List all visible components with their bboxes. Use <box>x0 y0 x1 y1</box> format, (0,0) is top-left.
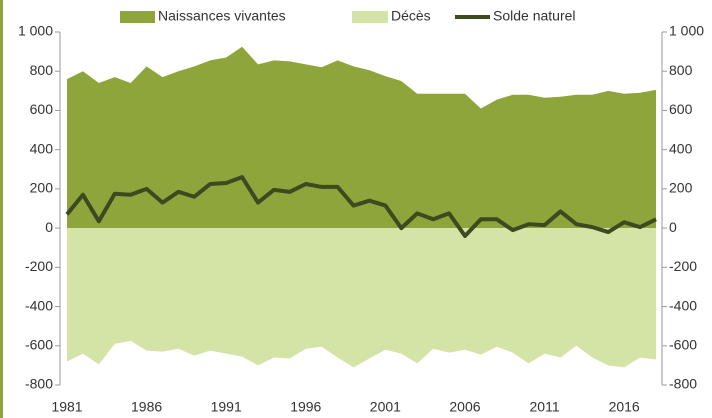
y-tick-label: 400 <box>30 140 54 156</box>
legend-swatch <box>120 11 155 23</box>
y-tick-label: -400 <box>25 297 53 313</box>
legend-label: Solde naturel <box>493 8 576 24</box>
area <box>67 228 656 368</box>
y2-tick-label: -200 <box>669 258 697 274</box>
y2-tick-label: 600 <box>669 101 693 117</box>
y2-tick-label: -800 <box>669 376 697 392</box>
x-tick-label: 1996 <box>290 399 321 415</box>
legend-label: Naissances vivantes <box>158 8 286 24</box>
y2-tick-label: 0 <box>669 219 677 235</box>
y2-tick-label: -400 <box>669 297 697 313</box>
y-tick-label: 0 <box>45 219 53 235</box>
legend-label: Décès <box>391 8 431 24</box>
side-stripe <box>0 0 3 418</box>
x-tick-label: 2006 <box>449 399 480 415</box>
x-tick-label: 2001 <box>370 399 401 415</box>
x-tick-label: 2011 <box>530 399 560 415</box>
x-tick-label: 2016 <box>609 399 640 415</box>
y-tick-label: 200 <box>30 180 54 196</box>
y-tick-label: 1 000 <box>18 23 53 39</box>
y2-tick-label: -600 <box>669 336 697 352</box>
y-tick-label: 800 <box>30 62 54 78</box>
y-tick-label: 600 <box>30 101 54 117</box>
y-tick-label: -600 <box>25 336 53 352</box>
y2-tick-label: 400 <box>669 140 693 156</box>
y2-tick-label: 1 000 <box>669 23 704 39</box>
x-tick-label: 1986 <box>131 399 162 415</box>
x-tick-label: 1981 <box>51 399 82 415</box>
x-tick-label: 1991 <box>211 399 242 415</box>
y-tick-label: -200 <box>25 258 53 274</box>
y-tick-label: -800 <box>25 376 53 392</box>
area <box>67 46 656 229</box>
y2-tick-label: 200 <box>669 180 693 196</box>
y2-tick-label: 800 <box>669 62 693 78</box>
legend-swatch <box>352 11 388 23</box>
line <box>65 175 657 238</box>
